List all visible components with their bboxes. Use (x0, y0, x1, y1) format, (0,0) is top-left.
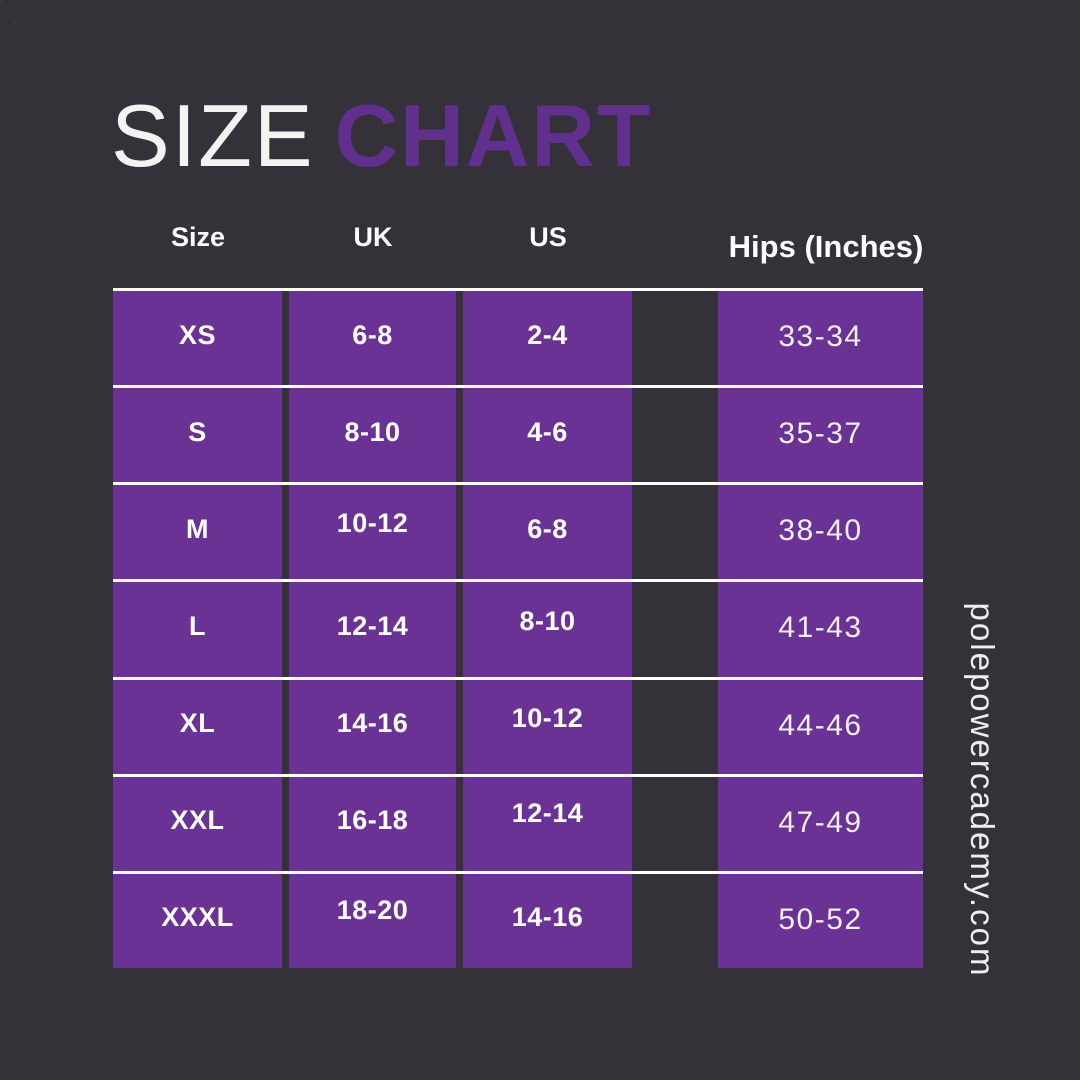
cell-us: 14-16 (463, 873, 632, 968)
us-value: 6-8 (527, 513, 568, 544)
cell-size: S (113, 388, 282, 483)
table-row: XXXL 18-20 14-16 50-52 (113, 873, 923, 968)
cell-hips: 47-49 (718, 776, 923, 871)
cell-uk: 18-20 (289, 873, 456, 968)
cell-size: XXXL (113, 873, 282, 968)
cell-hips: 33-34 (718, 291, 923, 386)
uk-value: 16-18 (336, 805, 409, 836)
size-value: S (188, 416, 207, 447)
cell-uk: 6-8 (289, 291, 456, 386)
size-table: XS 6-8 2-4 33-34 S 8-10 4-6 35-37 M 10-1… (113, 288, 923, 968)
size-value: M (186, 513, 209, 544)
cell-hips: 44-46 (718, 679, 923, 774)
uk-value: 8-10 (344, 416, 401, 447)
hips-value: 44-46 (778, 708, 863, 742)
us-value: 4-6 (527, 416, 568, 447)
cell-uk: 14-16 (289, 679, 456, 774)
uk-value: 6-8 (352, 319, 393, 350)
size-value: XS (178, 319, 217, 350)
cell-us: 12-14 (463, 776, 632, 871)
us-value: 2-4 (527, 319, 568, 350)
us-value: 14-16 (511, 902, 584, 933)
hips-value: 41-43 (778, 611, 863, 645)
cell-size: XL (113, 679, 282, 774)
cell-us: 6-8 (463, 485, 632, 580)
cell-uk: 8-10 (289, 388, 456, 483)
cell-size: L (113, 582, 282, 677)
cell-size: XXL (113, 776, 282, 871)
website-watermark: polepowercademy.com (964, 602, 1001, 978)
column-header-uk: UK (353, 222, 393, 252)
cell-uk: 10-12 (289, 485, 456, 580)
size-value: XXXL (161, 902, 234, 933)
cell-us: 10-12 (463, 679, 632, 774)
table-row: XXL 16-18 12-14 47-49 (113, 776, 923, 874)
uk-value: 14-16 (336, 708, 409, 739)
cell-size: M (113, 485, 282, 580)
page-title: SIZE CHART (111, 92, 653, 180)
column-header-us: US (529, 222, 567, 252)
table-row: M 10-12 6-8 38-40 (113, 485, 923, 583)
cell-uk: 12-14 (289, 582, 456, 677)
table-row: XS 6-8 2-4 33-34 (113, 291, 923, 389)
cell-size: XS (113, 291, 282, 386)
size-value: L (189, 610, 206, 641)
table-row: XL 14-16 10-12 44-46 (113, 679, 923, 777)
size-value: XXL (170, 805, 225, 836)
cell-us: 8-10 (463, 582, 632, 677)
title-word-size: SIZE (111, 86, 315, 185)
column-header-hips: Hips (Inches) (728, 229, 924, 264)
column-header-size: Size (170, 222, 226, 252)
uk-value: 18-20 (336, 895, 409, 926)
cell-us: 2-4 (463, 291, 632, 386)
uk-value: 12-14 (336, 610, 409, 641)
table-row: S 8-10 4-6 35-37 (113, 388, 923, 486)
uk-value: 10-12 (336, 507, 409, 538)
cell-us: 4-6 (463, 388, 632, 483)
hips-value: 50-52 (778, 902, 863, 936)
us-value: 12-14 (511, 798, 584, 829)
us-value: 8-10 (519, 605, 576, 636)
hips-value: 35-37 (778, 417, 863, 451)
title-word-chart: CHART (334, 86, 653, 185)
hips-value: 47-49 (778, 805, 863, 839)
background-texture (0, 0, 2, 2)
cell-hips: 41-43 (718, 582, 923, 677)
hips-value: 33-34 (778, 320, 863, 354)
cell-hips: 38-40 (718, 485, 923, 580)
us-value: 10-12 (511, 703, 584, 734)
cell-uk: 16-18 (289, 776, 456, 871)
hips-value: 38-40 (778, 514, 863, 548)
cell-hips: 50-52 (718, 873, 923, 968)
size-value: XL (179, 708, 216, 739)
cell-hips: 35-37 (718, 388, 923, 483)
table-row: L 12-14 8-10 41-43 (113, 582, 923, 680)
